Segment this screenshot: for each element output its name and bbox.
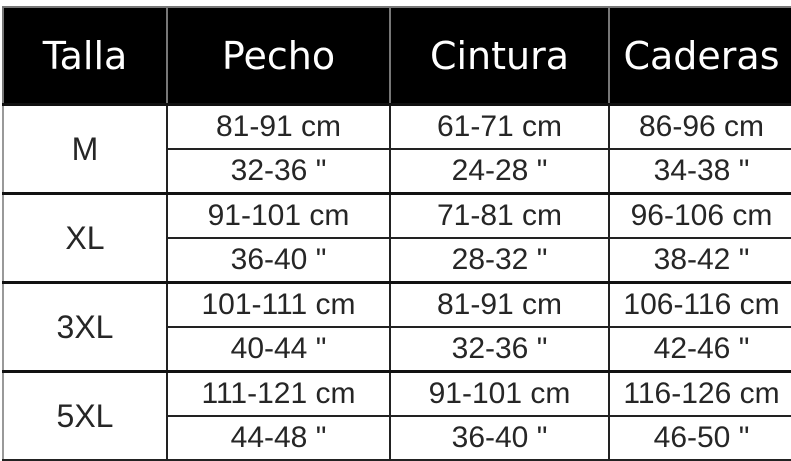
table-row-inches: 44-48 " 36-40 " 46-50 " (3, 415, 791, 461)
size-cell: M (2, 103, 168, 195)
inch-cell: 24-28 " (389, 148, 610, 195)
header-talla: Talla (2, 6, 168, 106)
inch-cell: 28-32 " (389, 237, 610, 284)
table-row-inches: 40-44 " 32-36 " 42-46 " (3, 326, 791, 373)
table-row-cm: XL 91-101 cm 71-81 cm 96-106 cm (2, 192, 791, 284)
size-cell: 3XL (2, 281, 168, 373)
table-row-inches: 36-40 " 28-32 " 38-42 " (3, 237, 791, 284)
cm-cell: 81-91 cm (389, 281, 610, 328)
cm-cell: 71-81 cm (389, 192, 610, 239)
table-row-cm: M 81-91 cm 61-71 cm 86-96 cm (2, 103, 791, 195)
header-caderas: Caderas (608, 6, 791, 106)
inch-cell: 34-38 " (608, 148, 791, 195)
inch-cell: 46-50 " (608, 415, 791, 461)
inch-cell: 40-44 " (166, 326, 391, 373)
cm-cell: 91-101 cm (389, 370, 610, 417)
inch-cell: 44-48 " (166, 415, 391, 461)
table-row-inches: 32-36 " 24-28 " 34-38 " (3, 148, 791, 195)
cm-cell: 91-101 cm (166, 192, 391, 239)
header-row: Talla Pecho Cintura Caderas (2, 6, 791, 106)
cm-cell: 61-71 cm (389, 103, 610, 150)
inch-cell: 32-36 " (166, 148, 391, 195)
size-chart-table: Talla Pecho Cintura Caderas M 81-91 cm 61-… (2, 6, 791, 461)
inch-cell: 36-40 " (389, 415, 610, 461)
header-cintura: Cintura (389, 6, 610, 106)
inch-cell: 32-36 " (389, 326, 610, 373)
cm-cell: 96-106 cm (608, 192, 791, 239)
header-pecho: Pecho (166, 6, 391, 106)
cm-cell: 86-96 cm (608, 103, 791, 150)
inch-cell: 42-46 " (608, 326, 791, 373)
cm-cell: 111-121 cm (166, 370, 391, 417)
table-row-cm: 5XL 111-121 cm 91-101 cm 116-126 cm (2, 370, 791, 461)
cm-cell: 81-91 cm (166, 103, 391, 150)
size-cell: 5XL (2, 370, 168, 461)
size-cell: XL (2, 192, 168, 284)
cm-cell: 116-126 cm (608, 370, 791, 417)
inch-cell: 36-40 " (166, 237, 391, 284)
inch-cell: 38-42 " (608, 237, 791, 284)
cm-cell: 106-116 cm (608, 281, 791, 328)
table-row-cm: 3XL 101-111 cm 81-91 cm 106-116 cm (2, 281, 791, 373)
cm-cell: 101-111 cm (166, 281, 391, 328)
